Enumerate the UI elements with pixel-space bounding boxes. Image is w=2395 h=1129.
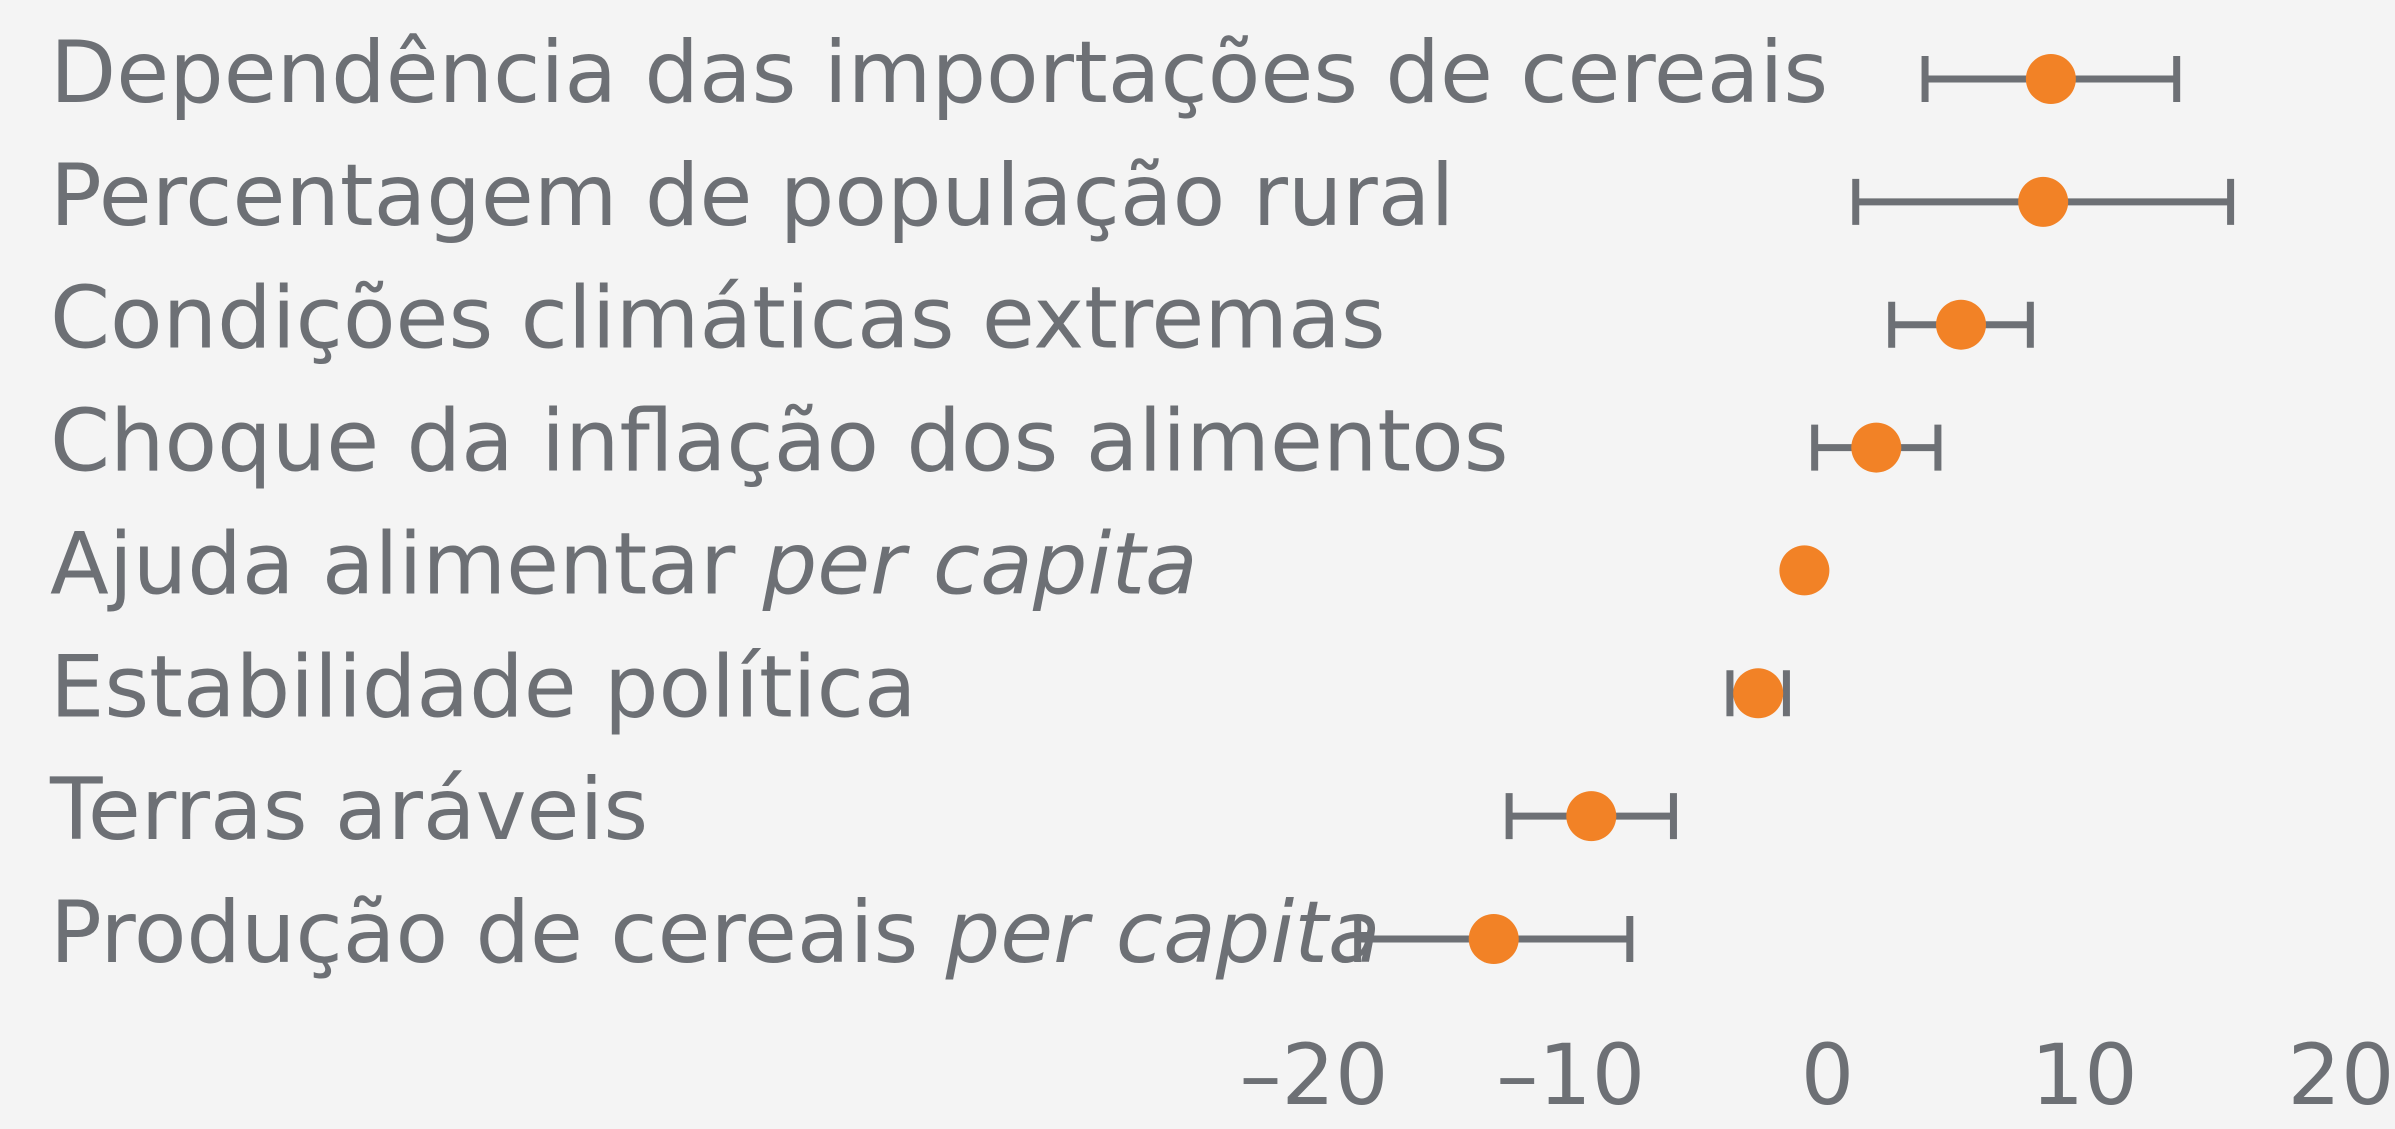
category-label-part: Terras aráveis — [49, 761, 648, 861]
category-label: Estabilidade política — [50, 638, 917, 738]
x-tick-label: –10 — [1496, 1026, 1645, 1124]
category-label-part: Condições climáticas extremas — [50, 269, 1386, 369]
category-label-part: Produção de cereais — [50, 883, 946, 983]
x-tick-label: 0 — [1801, 1026, 1854, 1124]
dot — [1566, 791, 1617, 842]
x-tick-label: 10 — [2031, 1026, 2138, 1124]
category-label: Ajuda alimentar per capita — [50, 515, 1198, 615]
dot — [2018, 176, 2069, 227]
category-label-part: Estabilidade política — [50, 638, 917, 738]
dot — [1779, 545, 1830, 596]
category-label-part: Ajuda alimentar — [50, 515, 763, 615]
x-tick-label: 20 — [2288, 1026, 2395, 1124]
category-label: Dependência das importações de cereais — [50, 23, 1828, 123]
dot — [2025, 54, 2076, 104]
category-label: Produção de cereais per capita — [50, 883, 1381, 983]
category-label: Terras aráveis — [49, 761, 648, 861]
dot — [1936, 299, 1987, 350]
dot — [1468, 914, 1519, 964]
dot — [1851, 422, 1902, 473]
x-tick-label: –20 — [1240, 1026, 1389, 1124]
category-label-part: Choque da inflação dos alimentos — [50, 392, 1509, 492]
category-label-part: Percentagem de população rural — [50, 146, 1454, 246]
category-label: Choque da inflação dos alimentos — [50, 392, 1509, 492]
category-label-part: per capita — [762, 515, 1198, 615]
category-label: Percentagem de população rural — [50, 146, 1454, 246]
category-label-part: per capita — [945, 883, 1381, 983]
category-label: Condições climáticas extremas — [50, 269, 1386, 369]
dot — [1733, 668, 1784, 719]
category-label-part: Dependência das importações de cereais — [50, 23, 1828, 123]
